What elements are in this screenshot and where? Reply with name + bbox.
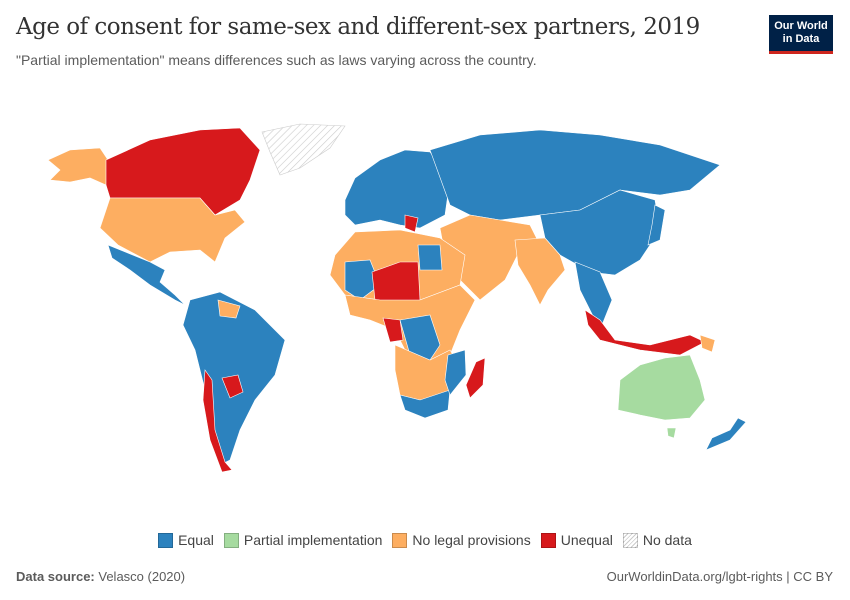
swatch-equal bbox=[158, 532, 174, 548]
legend-label: No legal provisions bbox=[412, 532, 531, 548]
region-india[interactable] bbox=[514, 237, 566, 306]
region-madagascar[interactable] bbox=[465, 357, 486, 399]
region-egypt[interactable] bbox=[417, 244, 443, 271]
region-australia[interactable] bbox=[617, 354, 706, 421]
legend-label: No data bbox=[642, 532, 692, 548]
region-russia-central-asia[interactable] bbox=[429, 129, 721, 221]
swatch-unequal bbox=[540, 532, 556, 548]
region-japan[interactable] bbox=[647, 204, 666, 246]
legend-item-equal[interactable]: Equal bbox=[158, 532, 214, 548]
region-papua-new-guinea[interactable] bbox=[699, 334, 716, 353]
data-source: Data source: Velasco (2020) bbox=[16, 569, 185, 584]
region-alaska[interactable] bbox=[47, 147, 109, 186]
region-congo[interactable] bbox=[399, 314, 441, 361]
region-greenland[interactable] bbox=[261, 123, 346, 176]
legend-item-unequal[interactable]: Unequal bbox=[540, 532, 613, 548]
region-gabon-cameroon[interactable] bbox=[382, 317, 404, 343]
region-mozambique[interactable] bbox=[444, 349, 467, 396]
swatch-no-data bbox=[622, 532, 638, 548]
logo-text: Our World bbox=[774, 20, 828, 32]
region-paraguay[interactable] bbox=[221, 374, 244, 399]
region-mexico-central-america[interactable] bbox=[107, 244, 186, 306]
logo-text: in Data bbox=[782, 33, 820, 45]
source-text: Velasco (2020) bbox=[98, 569, 186, 584]
page-subtitle: "Partial implementation" means differenc… bbox=[16, 52, 537, 68]
region-guianas[interactable] bbox=[217, 299, 241, 319]
region-west-africa-equal[interactable] bbox=[344, 259, 381, 301]
swatch-partial bbox=[223, 532, 239, 548]
source-url-link[interactable]: OurWorldinData.org/lgbt-rights | CC BY bbox=[606, 569, 833, 584]
region-greece-balkans[interactable] bbox=[404, 214, 419, 233]
region-south-africa[interactable] bbox=[399, 389, 451, 419]
swatch-no-legal bbox=[392, 532, 408, 548]
legend-label: Equal bbox=[178, 532, 214, 548]
legend-item-no-legal[interactable]: No legal provisions bbox=[392, 532, 531, 548]
region-usa[interactable] bbox=[99, 197, 246, 263]
page-title: Age of consent for same-sex and differen… bbox=[16, 14, 700, 40]
source-label: Data source: bbox=[16, 569, 95, 584]
legend-item-partial[interactable]: Partial implementation bbox=[223, 532, 383, 548]
region-new-zealand[interactable] bbox=[705, 417, 747, 451]
region-europe[interactable] bbox=[344, 149, 451, 229]
region-chile[interactable] bbox=[202, 369, 233, 473]
legend-label: Partial implementation bbox=[243, 532, 383, 548]
legend: Equal Partial implementation No legal pr… bbox=[0, 532, 850, 548]
owid-logo[interactable]: Our World in Data bbox=[769, 15, 833, 54]
legend-item-no-data[interactable]: No data bbox=[622, 532, 692, 548]
region-tasmania[interactable] bbox=[666, 427, 677, 439]
legend-label: Unequal bbox=[560, 532, 613, 548]
